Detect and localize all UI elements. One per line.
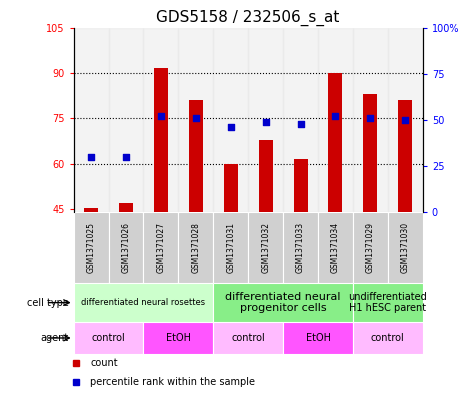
Title: GDS5158 / 232506_s_at: GDS5158 / 232506_s_at — [156, 10, 340, 26]
Bar — [74, 212, 108, 283]
Point — [122, 154, 130, 160]
Text: differentiated neural rosettes: differentiated neural rosettes — [81, 298, 206, 307]
Bar — [74, 322, 143, 354]
Text: control: control — [92, 333, 125, 343]
Bar — [283, 212, 318, 283]
Point — [157, 113, 165, 119]
Point — [297, 120, 304, 127]
Bar — [283, 322, 353, 354]
Text: GSM1371030: GSM1371030 — [401, 222, 410, 273]
Text: GSM1371026: GSM1371026 — [122, 222, 131, 273]
Bar — [213, 283, 353, 322]
Bar — [318, 28, 353, 212]
Bar — [74, 283, 213, 322]
Text: GSM1371028: GSM1371028 — [191, 222, 200, 273]
Bar — [143, 322, 213, 354]
Bar — [213, 212, 248, 283]
Point — [192, 115, 200, 121]
Text: GSM1371032: GSM1371032 — [261, 222, 270, 273]
Bar — [388, 28, 423, 212]
Bar — [353, 322, 423, 354]
Bar — [248, 212, 283, 283]
Bar — [213, 28, 248, 212]
Bar — [143, 28, 178, 212]
Bar — [248, 28, 283, 212]
Bar — [399, 100, 412, 212]
Bar — [108, 212, 143, 283]
Text: control: control — [231, 333, 265, 343]
Bar — [329, 73, 342, 212]
Bar — [143, 212, 178, 283]
Bar — [108, 28, 143, 212]
Point — [87, 154, 95, 160]
Bar — [353, 28, 388, 212]
Bar — [179, 212, 213, 283]
Point — [332, 113, 339, 119]
Text: GSM1371034: GSM1371034 — [331, 222, 340, 273]
Bar — [353, 283, 423, 322]
Text: control: control — [371, 333, 405, 343]
Text: cell type: cell type — [27, 298, 69, 308]
Point — [367, 115, 374, 121]
Bar — [353, 212, 388, 283]
Text: GSM1371025: GSM1371025 — [86, 222, 95, 273]
Text: EtOH: EtOH — [305, 333, 331, 343]
Bar — [189, 100, 203, 212]
Text: EtOH: EtOH — [166, 333, 191, 343]
Text: undifferentiated
H1 hESC parent: undifferentiated H1 hESC parent — [349, 292, 427, 313]
Bar — [259, 140, 273, 212]
Point — [401, 117, 409, 123]
Point — [262, 119, 269, 125]
Text: count: count — [90, 358, 118, 367]
Bar — [74, 28, 108, 212]
Text: percentile rank within the sample: percentile rank within the sample — [90, 377, 255, 387]
Bar — [294, 159, 307, 212]
Text: GSM1371027: GSM1371027 — [156, 222, 165, 273]
Text: GSM1371031: GSM1371031 — [226, 222, 235, 273]
Bar — [179, 28, 213, 212]
Text: GSM1371033: GSM1371033 — [296, 222, 305, 273]
Bar — [283, 28, 318, 212]
Text: differentiated neural
progenitor cells: differentiated neural progenitor cells — [225, 292, 341, 313]
Bar — [388, 212, 423, 283]
Bar — [84, 208, 98, 212]
Text: GSM1371029: GSM1371029 — [366, 222, 375, 273]
Point — [227, 124, 235, 130]
Text: agent: agent — [41, 333, 69, 343]
Bar — [363, 94, 377, 212]
Bar — [224, 164, 238, 212]
Bar — [213, 322, 283, 354]
Bar — [119, 203, 133, 212]
Bar — [154, 68, 168, 212]
Bar — [318, 212, 353, 283]
